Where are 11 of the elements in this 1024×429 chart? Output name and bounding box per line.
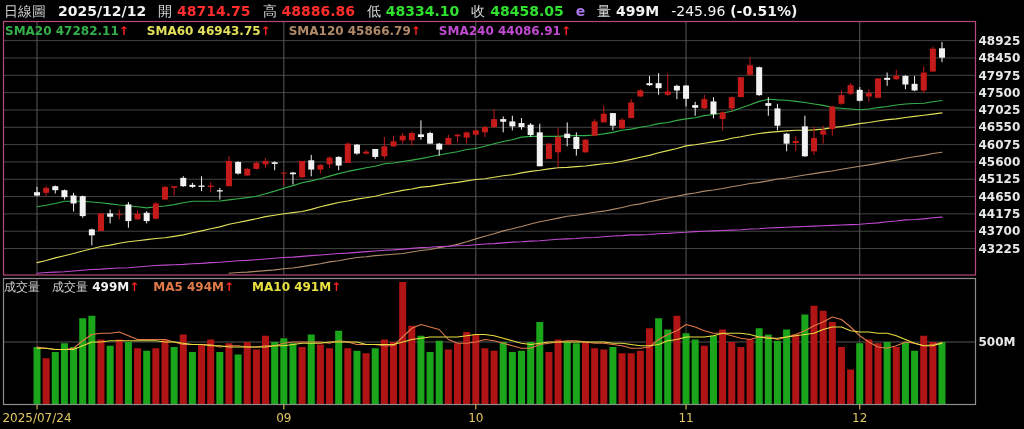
annotation: 高 48886.86 <box>262 3 355 19</box>
annotation: 收 48458.05 <box>471 3 564 19</box>
annotation: -245.96 (-0.51%) <box>671 3 798 19</box>
annotation: e <box>575 3 586 19</box>
title: 日線圖 <box>4 3 46 19</box>
annotation: 成交量 499M↑ <box>52 279 140 294</box>
annotation: 量 499M <box>597 3 660 19</box>
annotation: 低 48334.10 <box>366 3 460 19</box>
title: 成交量 <box>4 279 40 294</box>
annotation: 開 48714.75 <box>158 3 251 19</box>
subtitle: 2025/12/12 <box>58 3 147 19</box>
